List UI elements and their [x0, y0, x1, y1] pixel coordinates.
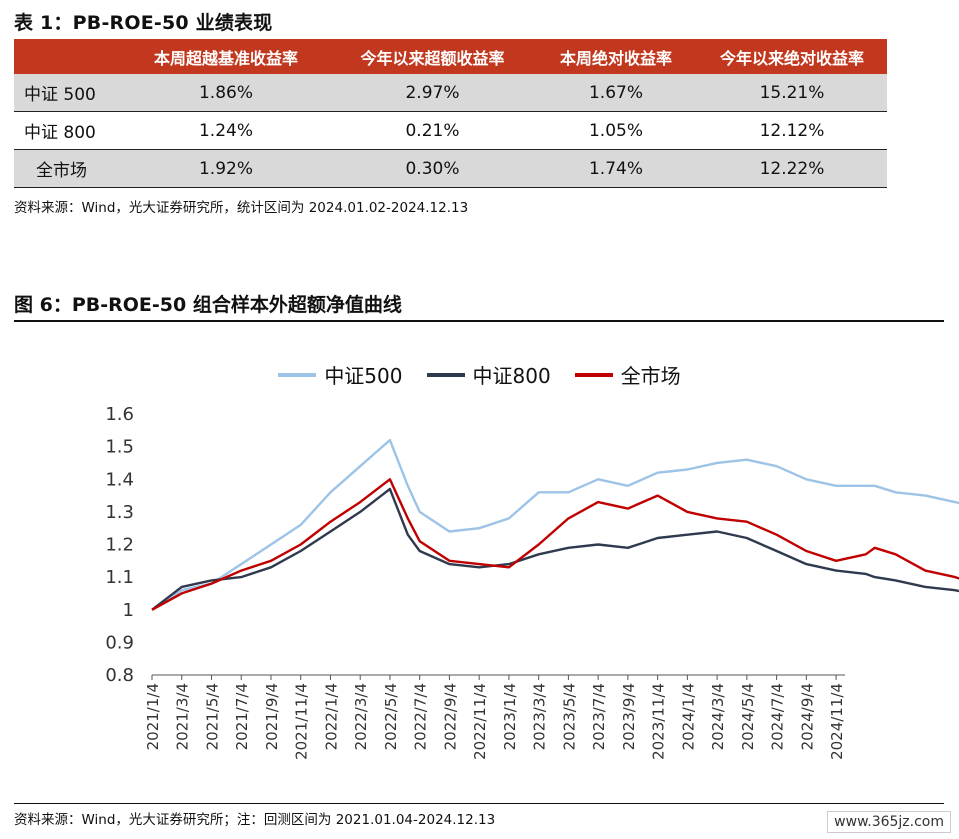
- header-weekly-absolute: 本周绝对收益率: [535, 39, 697, 74]
- legend-swatch-zz800: [426, 372, 465, 377]
- x-tick-label: 2022/9/4: [441, 683, 459, 750]
- table-cell: 0.21%: [330, 111, 535, 150]
- table-cell: 1.92%: [122, 149, 330, 188]
- figure-title-rule: [14, 320, 944, 322]
- net-value-chart: 0.8 0.9 1 1.1 1.2 1.3 1.4 1.5 1.6 2021/1/4 2021/3/…: [105, 404, 959, 760]
- x-tick-label: 2024/11/4: [828, 683, 846, 760]
- series-line-zz500: [151, 438, 959, 611]
- header-ytd-absolute: 今年以来绝对收益率: [697, 39, 887, 74]
- row-name: 全市场: [14, 149, 122, 188]
- x-tick-label: 2022/1/4: [322, 683, 340, 750]
- y-tick-label: 1.5: [105, 437, 134, 458]
- table-cell: 1.67%: [535, 74, 697, 112]
- x-tick-label: 2024/9/4: [798, 683, 816, 750]
- legend-swatch-all: [574, 372, 613, 377]
- x-tick-label: 2023/5/4: [560, 683, 578, 750]
- table-cell: 1.86%: [122, 74, 330, 112]
- x-tick-label: 2024/7/4: [769, 683, 787, 750]
- x-tick-label: 2021/5/4: [203, 683, 221, 750]
- table-cell: 12.12%: [697, 111, 887, 150]
- series-line-zz800: [151, 487, 959, 611]
- table-title: 表 1：PB-ROE-50 业绩表现: [14, 12, 273, 34]
- header-weekly-excess: 本周超越基准收益率: [122, 39, 330, 74]
- y-tick-label: 1.6: [105, 404, 134, 425]
- figure-title: 图 6：PB-ROE-50 组合样本外超额净值曲线: [14, 294, 402, 316]
- y-tick-label: 1.1: [105, 567, 134, 588]
- table-cell: 1.24%: [122, 111, 330, 150]
- bottom-rule: [14, 803, 944, 804]
- x-tick-label: 2023/1/4: [501, 683, 519, 750]
- table-cell: 12.22%: [697, 149, 887, 188]
- header-corner: [14, 39, 122, 74]
- x-tick-label: 2021/11/4: [293, 683, 311, 760]
- y-tick-label: 1: [123, 600, 134, 621]
- table-header-row: 本周超越基准收益率 今年以来超额收益率 本周绝对收益率 今年以来绝对收益率: [14, 39, 887, 74]
- figure-source-note: 资料来源：Wind，光大证券研究所；注：回测区间为 2021.01.04-202…: [14, 812, 496, 828]
- x-tick-label: 2021/7/4: [233, 683, 251, 750]
- x-tick-label: 2021/3/4: [174, 683, 192, 750]
- y-tick-label: 1.3: [105, 502, 134, 523]
- x-tick-label: 2022/5/4: [382, 683, 400, 750]
- chart-legend: 中证500 中证800 全市场: [0, 360, 959, 389]
- table-cell: 2.97%: [330, 74, 535, 112]
- x-tick-label: 2024/1/4: [679, 683, 697, 750]
- table-cell: 0.30%: [330, 149, 535, 188]
- legend-item-all: 全市场: [574, 360, 681, 389]
- series-line-all: [151, 478, 959, 611]
- table-cell: 1.74%: [535, 149, 697, 188]
- table-row: 全市场 1.92% 0.30% 1.74% 12.22%: [14, 149, 887, 188]
- x-tick-label: 2023/9/4: [620, 683, 638, 750]
- x-tick-label: 2021/1/4: [144, 683, 162, 750]
- table-cell: 15.21%: [697, 74, 887, 112]
- x-tick-label: 2022/3/4: [352, 683, 370, 750]
- y-tick-label: 1.2: [105, 535, 134, 556]
- watermark: www.365jz.com: [827, 811, 951, 833]
- x-tick-label: 2024/3/4: [709, 683, 727, 750]
- y-tick-label: 1.4: [105, 469, 134, 490]
- x-tick-label: 2024/5/4: [739, 683, 757, 750]
- legend-item-zz800: 中证800: [426, 360, 551, 389]
- header-ytd-excess: 今年以来超额收益率: [330, 39, 535, 74]
- legend-item-zz500: 中证500: [278, 360, 403, 389]
- y-tick-label: 0.8: [105, 665, 134, 686]
- x-tick-label: 2021/9/4: [263, 683, 281, 750]
- table-row: 中证 500 1.86% 2.97% 1.67% 15.21%: [14, 74, 887, 112]
- row-name: 中证 500: [14, 74, 122, 112]
- legend-label-zz800: 中证800: [472, 364, 551, 388]
- legend-label-zz500: 中证500: [324, 364, 403, 388]
- x-tick-label: 2023/3/4: [531, 683, 549, 750]
- y-tick-label: 0.9: [105, 632, 134, 653]
- x-tick-label: 2023/11/4: [650, 683, 668, 760]
- performance-table: 本周超越基准收益率 今年以来超额收益率 本周绝对收益率 今年以来绝对收益率 中证…: [14, 39, 887, 188]
- legend-label-all: 全市场: [620, 364, 681, 388]
- x-tick-label: 2023/7/4: [590, 683, 608, 750]
- legend-swatch-zz500: [278, 372, 317, 377]
- table-source-note: 资料来源：Wind，光大证券研究所，统计区间为 2024.01.02-2024.…: [14, 200, 469, 216]
- x-tick-label: 2022/7/4: [412, 683, 430, 750]
- table-row: 中证 800 1.24% 0.21% 1.05% 12.12%: [14, 111, 887, 150]
- row-name: 中证 800: [14, 111, 122, 150]
- table-cell: 1.05%: [535, 111, 697, 150]
- x-tick-label: 2022/11/4: [471, 683, 489, 760]
